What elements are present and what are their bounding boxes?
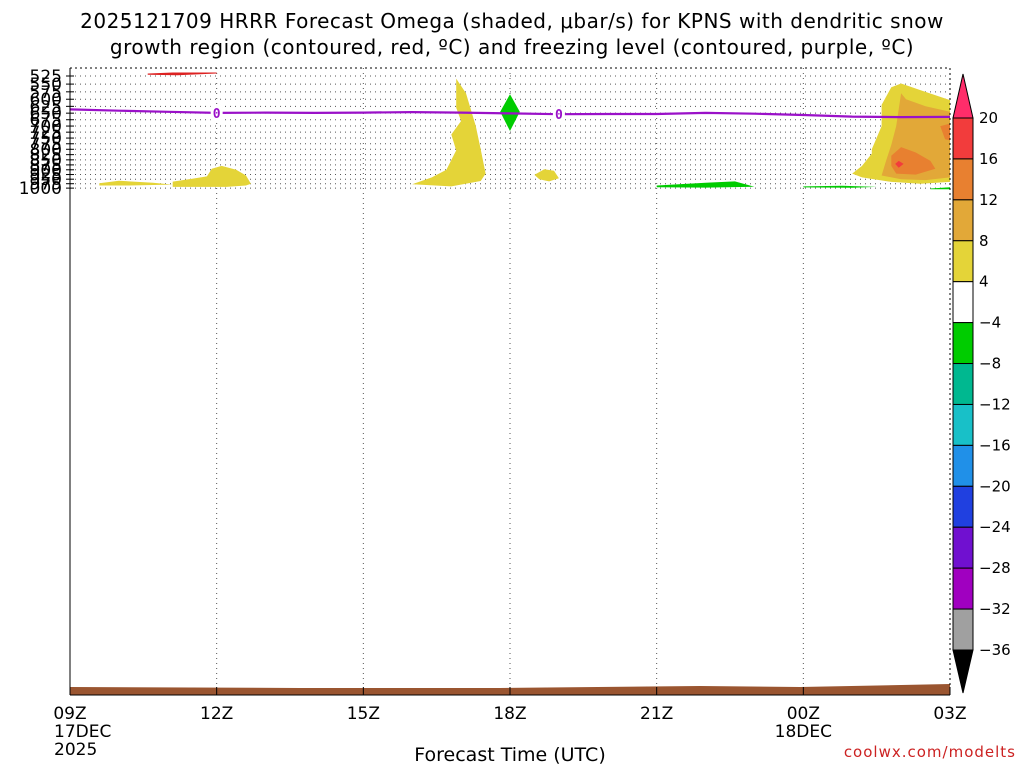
- colorbar-label: 12: [979, 191, 998, 209]
- omega-region-pos4-0: [99, 180, 173, 186]
- y-tick-label: 525: [30, 67, 62, 87]
- omega-region-pos4-2: [412, 78, 486, 187]
- y-tick-label: 675: [30, 111, 62, 131]
- colorbar-label: 20: [979, 109, 998, 127]
- y-tick-label: 550: [30, 75, 62, 95]
- x-tick-label: 18Z: [493, 704, 526, 724]
- colorbar-label: −16: [979, 436, 1011, 454]
- chart-title-line2: growth region (contoured, red, ºC) and f…: [109, 35, 915, 59]
- colorbar-swatch: [952, 117, 974, 160]
- omega-region-neg4-7: [930, 187, 950, 190]
- omega-region-pos12-10: [940, 123, 950, 141]
- chart-title: 2025121709 HRRR Forecast Omega (shaded, …: [0, 8, 1024, 60]
- freezing-level-label-0: 0: [213, 107, 221, 122]
- colorbar-swatch: [952, 322, 974, 365]
- x-tick-date: 18DEC: [775, 722, 832, 742]
- y-tick-label: 850: [30, 151, 62, 171]
- colorbar-swatch: [952, 281, 974, 324]
- y-tick-label: 1000: [19, 179, 62, 199]
- colorbar-label: −28: [979, 559, 1011, 577]
- freezing-level-label-bg: [552, 106, 565, 123]
- chart-title-line1: 2025121709 HRRR Forecast Omega (shaded, …: [80, 9, 944, 33]
- colorbar-swatch: [952, 403, 974, 446]
- y-tick-label: 875: [30, 156, 62, 176]
- y-tick-label: 600: [30, 90, 62, 110]
- omega-region-pos4-1: [172, 165, 251, 187]
- x-tick-label: 00Z: [787, 704, 820, 724]
- y-tick-label: 825: [30, 146, 62, 166]
- colorbar-label: −20: [979, 477, 1011, 495]
- y-tick-label: 950: [30, 170, 62, 190]
- x-tick-year: 2025: [54, 740, 97, 760]
- y-tick-label: 725: [30, 123, 62, 143]
- colorbar-legend: 20 16 12 8 4 −4 −8 −12 −16 −20 −24 −28 −32 −36: [952, 73, 1011, 694]
- omega-region-pos16-12: [895, 160, 904, 168]
- x-tick-label: 15Z: [347, 704, 380, 724]
- source-credit: coolwx.com/modelts: [843, 743, 1016, 761]
- y-tick-label: 800: [30, 140, 62, 160]
- omega-region-pos4-3: [534, 169, 559, 182]
- colorbar-label: −12: [979, 395, 1011, 413]
- freezing-level-label-bg: [210, 104, 223, 121]
- y-tick-label: 650: [30, 104, 62, 124]
- x-tick-label: 03Z: [933, 704, 966, 724]
- y-axis-ticks: 5255505756006256506757007257507758008258…: [19, 67, 74, 199]
- omega-shading: [99, 72, 950, 190]
- colorbar-label: −36: [979, 641, 1011, 659]
- colorbar-swatch: [952, 567, 974, 610]
- colorbar-swatch: [952, 240, 974, 283]
- y-tick-label: 625: [30, 97, 62, 117]
- colorbar-swatch: [952, 485, 974, 528]
- y-tick-label: 700: [30, 117, 62, 137]
- y-tick-label: 775: [30, 135, 62, 155]
- colorbar-label: −32: [979, 600, 1011, 618]
- x-tick-label: 09Z: [53, 704, 86, 724]
- omega-region-neg4-5: [656, 181, 755, 188]
- colorbar-label: −4: [979, 314, 1001, 332]
- colorbar-bottom-arrow: [952, 649, 974, 694]
- x-tick-date: 17DEC: [54, 722, 111, 742]
- colorbar-swatch: [952, 526, 974, 569]
- colorbar-swatch: [952, 363, 974, 405]
- colorbar-top-arrow: [952, 73, 974, 119]
- colorbar-label: −24: [979, 518, 1011, 536]
- omega-region-neg4-6: [803, 185, 877, 188]
- y-tick-label: 900: [30, 161, 62, 181]
- y-tick-label: 975: [30, 175, 62, 195]
- dgz-contour: [147, 72, 217, 76]
- x-tick-label: 21Z: [640, 704, 673, 724]
- y-tick-label: 750: [30, 129, 62, 149]
- omega-region-pos12-11: [891, 147, 936, 175]
- x-axis-label: Forecast Time (UTC): [414, 744, 606, 766]
- colorbar-swatch: [952, 199, 974, 242]
- colorbar-label: 4: [979, 273, 989, 291]
- y-tick-label: 575: [30, 83, 62, 103]
- colorbar-label: −8: [979, 355, 1001, 373]
- freezing-level-label-1: 0: [555, 108, 563, 123]
- y-tick-label: 925: [30, 166, 62, 186]
- colorbar-swatch: [952, 444, 974, 487]
- colorbar-swatch: [952, 608, 974, 651]
- colorbar-label: 8: [979, 232, 989, 250]
- colorbar-swatch: [952, 158, 974, 201]
- x-tick-label: 12Z: [200, 704, 233, 724]
- colorbar-label: 16: [979, 150, 998, 168]
